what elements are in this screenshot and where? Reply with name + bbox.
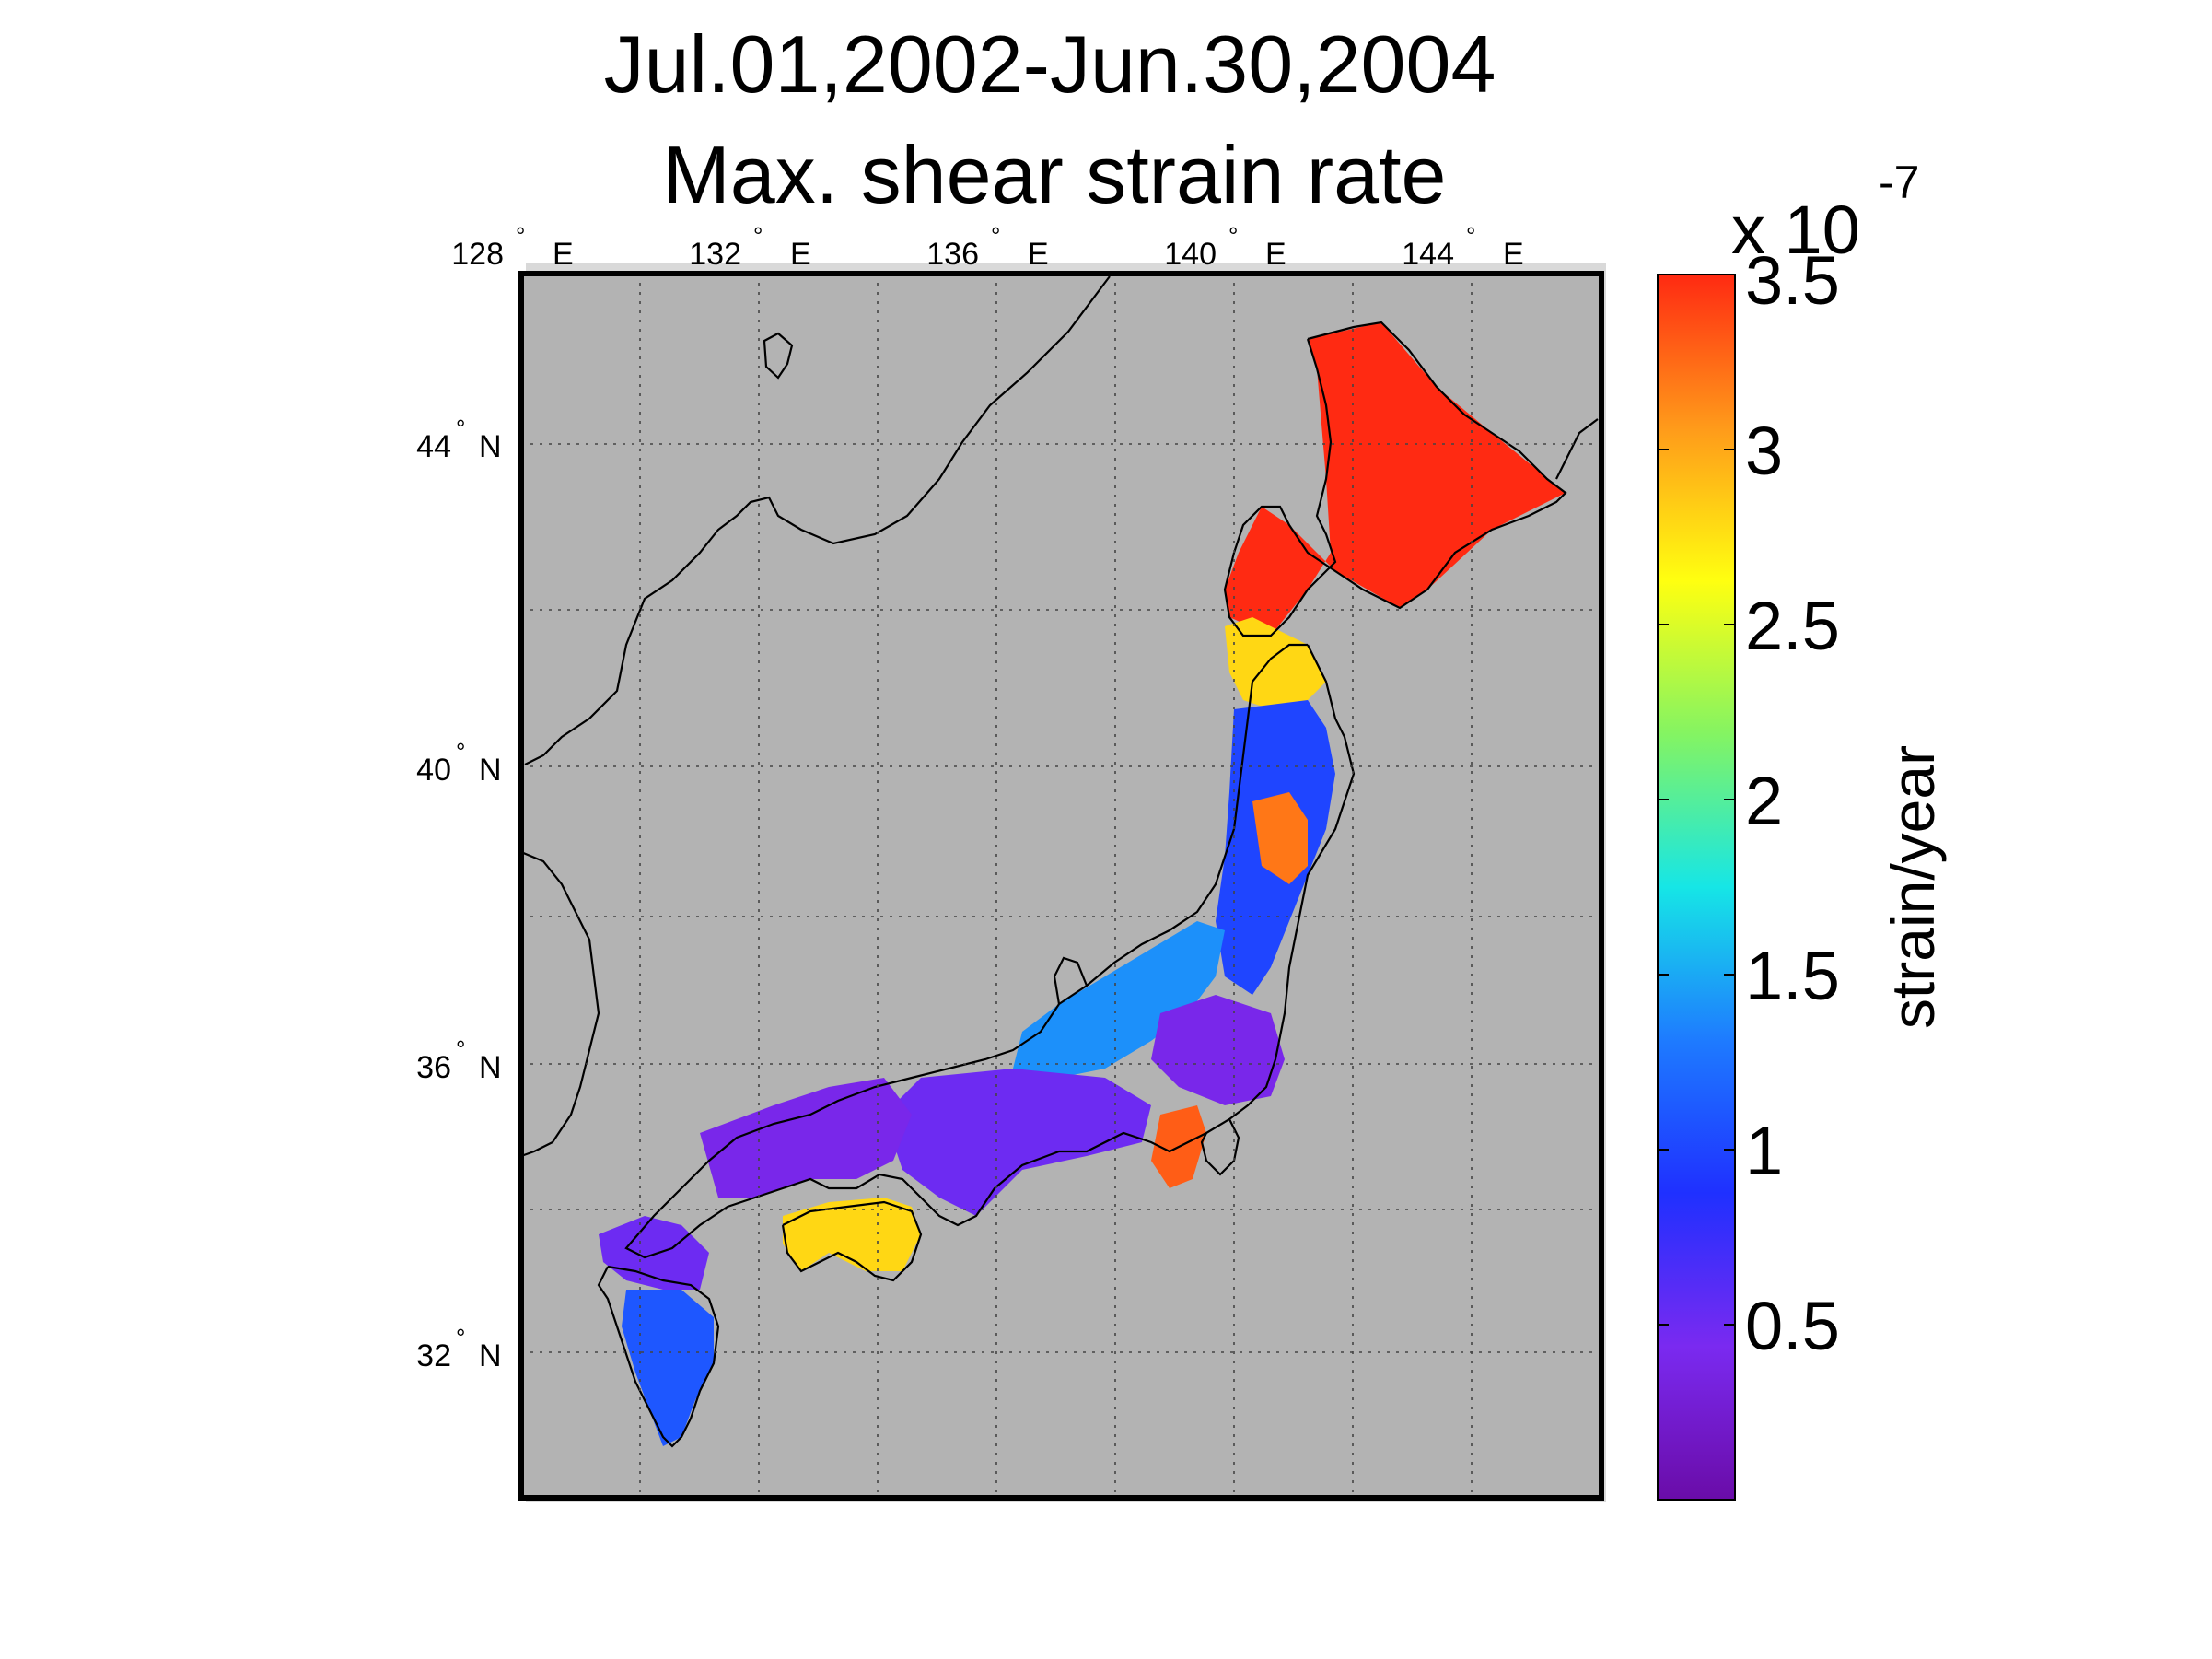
region-northern-tohoku xyxy=(1225,617,1326,709)
svg-text:40: 40 xyxy=(416,753,451,788)
region-niigata-kobe-zone xyxy=(1013,921,1225,1078)
region-chugoku xyxy=(700,1078,912,1198)
cb-tick-2-5: 2.5 xyxy=(1745,588,1840,664)
svg-text:°: ° xyxy=(456,415,465,442)
svg-text:E: E xyxy=(553,237,574,272)
svg-text:°: ° xyxy=(1228,222,1238,250)
svg-text:°: ° xyxy=(456,1324,465,1351)
lon-label-128: 128 ° E xyxy=(451,222,573,272)
region-northern-kyushu xyxy=(599,1216,709,1290)
region-shikoku xyxy=(783,1198,921,1271)
coastline-noto xyxy=(1053,956,1089,1005)
map-frame xyxy=(518,271,1604,1501)
lon-label-136: 136 ° E xyxy=(926,222,1048,272)
svg-text:E: E xyxy=(1028,237,1049,272)
cb-tick-1: 1 xyxy=(1745,1113,1783,1189)
colorbar-exponent: -7 xyxy=(1879,157,1919,208)
colorbar-tick-labels: 0.5 1 1.5 2 2.5 3 3.5 xyxy=(1745,242,1840,1364)
colorbar-ticks xyxy=(1658,274,1735,1326)
svg-text:128: 128 xyxy=(451,237,504,272)
svg-text:°: ° xyxy=(456,1035,465,1063)
coastline-sakhalin xyxy=(1555,418,1599,480)
latitude-labels: 44 ° N 40 ° N 36 ° N 32 ° N xyxy=(416,415,501,1373)
svg-text:44: 44 xyxy=(416,429,451,464)
cb-tick-3-5: 3.5 xyxy=(1745,242,1840,319)
svg-text:°: ° xyxy=(991,222,1000,250)
svg-text:N: N xyxy=(479,1338,502,1373)
title-line-1: Jul.01,2002-Jun.30,2004 xyxy=(604,18,1496,110)
coastline-asia-mainland xyxy=(524,275,1111,765)
lon-label-132: 132 ° E xyxy=(689,222,810,272)
colorbar-multiplier: x 10 xyxy=(1731,192,1860,268)
coastline-kyushu xyxy=(597,1265,720,1448)
svg-text:N: N xyxy=(479,1050,502,1085)
lat-label-40: 40 ° N xyxy=(416,738,501,788)
svg-text:E: E xyxy=(1503,237,1524,272)
svg-text:140: 140 xyxy=(1164,237,1217,272)
coastline-hokkaido xyxy=(1223,321,1567,637)
svg-text:°: ° xyxy=(516,222,525,250)
coastline-korea xyxy=(521,850,600,1158)
lat-label-36: 36 ° N xyxy=(416,1035,501,1085)
cb-tick-3: 3 xyxy=(1745,413,1783,489)
region-miyagi-iwate-coast xyxy=(1252,792,1308,884)
coastlines xyxy=(521,275,1599,1448)
coastline-rebun xyxy=(763,332,794,380)
lat-label-32: 32 ° N xyxy=(416,1324,501,1373)
graticule xyxy=(521,274,1601,1498)
svg-text:°: ° xyxy=(753,222,763,250)
title-line-2: Max. shear strain rate xyxy=(663,129,1447,220)
svg-text:36: 36 xyxy=(416,1050,451,1085)
cb-tick-0-5: 0.5 xyxy=(1745,1288,1840,1364)
region-hokkaido xyxy=(1225,322,1566,636)
coastline-boso xyxy=(1200,1118,1240,1176)
coastline-shikoku xyxy=(781,1200,923,1282)
region-southern-kyushu xyxy=(622,1290,714,1446)
cb-tick-2: 2 xyxy=(1745,763,1783,839)
colorbar-label: strain/year xyxy=(1879,745,1947,1029)
svg-text:132: 132 xyxy=(689,237,741,272)
lon-label-140: 140 ° E xyxy=(1164,222,1286,272)
svg-text:E: E xyxy=(1265,237,1286,272)
colorbar xyxy=(1657,274,1736,1501)
svg-text:144: 144 xyxy=(1402,237,1454,272)
lon-label-144: 144 ° E xyxy=(1402,222,1523,272)
coastline-honshu xyxy=(624,643,1356,1259)
region-kanto-interior xyxy=(1151,995,1285,1105)
cb-tick-1-5: 1.5 xyxy=(1745,938,1840,1014)
region-chubu-kinki xyxy=(884,1069,1151,1216)
svg-text:136: 136 xyxy=(926,237,979,272)
svg-text:32: 32 xyxy=(416,1338,451,1373)
lat-label-44: 44 ° N xyxy=(416,415,501,464)
svg-text:°: ° xyxy=(1466,222,1475,250)
svg-text:°: ° xyxy=(456,738,465,765)
svg-text:N: N xyxy=(479,753,502,788)
svg-text:N: N xyxy=(479,429,502,464)
longitude-labels: 128 ° E 132 ° E 136 ° E 140 ° E 144 ° E xyxy=(451,222,1523,272)
svg-text:E: E xyxy=(790,237,811,272)
